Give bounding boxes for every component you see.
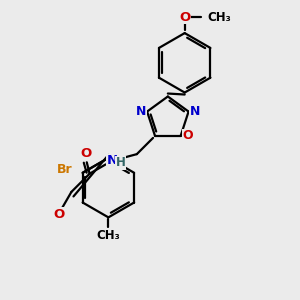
Text: O: O [80,147,91,161]
Text: CH₃: CH₃ [208,11,231,24]
Text: N: N [136,105,146,118]
Text: Br: Br [57,163,73,176]
Text: N: N [106,154,118,167]
Text: H: H [116,156,126,169]
Text: N: N [190,105,200,118]
Text: CH₃: CH₃ [97,229,120,242]
Text: O: O [53,208,64,221]
Text: O: O [179,11,190,24]
Text: O: O [183,129,193,142]
